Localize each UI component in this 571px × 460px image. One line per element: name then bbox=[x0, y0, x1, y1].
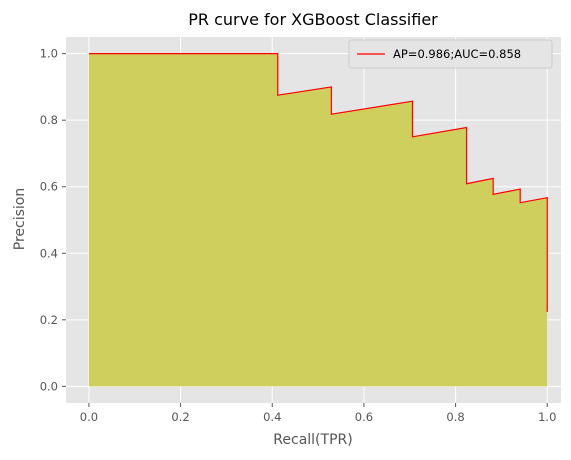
legend-entry: AP=0.986;AUC=0.858 bbox=[393, 47, 521, 61]
y-axis-label: Precision bbox=[12, 188, 28, 250]
x-tick-label: 0.2 bbox=[171, 410, 189, 424]
chart-title: PR curve for XGBoost Classifier bbox=[188, 10, 438, 29]
x-tick-label: 0.0 bbox=[80, 410, 98, 424]
x-axis-label: Recall(TPR) bbox=[273, 432, 352, 448]
x-axis-ticks: 0.0 0.2 0.4 0.6 0.8 1.0 bbox=[80, 403, 556, 424]
y-tick-label: 0.8 bbox=[40, 113, 58, 127]
y-axis-ticks: 0.0 0.2 0.4 0.6 0.8 1.0 bbox=[40, 47, 66, 393]
y-tick-label: 1.0 bbox=[40, 47, 58, 61]
legend-box bbox=[348, 39, 553, 69]
y-tick-label: 0.2 bbox=[40, 313, 58, 327]
y-tick-label: 0.4 bbox=[40, 246, 58, 260]
legend: AP=0.986;AUC=0.858 bbox=[348, 39, 553, 69]
pr-curve-line bbox=[88, 53, 548, 312]
x-tick-label: 0.4 bbox=[263, 410, 281, 424]
x-tick-label: 0.6 bbox=[355, 410, 373, 424]
x-tick-label: 1.0 bbox=[538, 410, 556, 424]
area-layer bbox=[88, 53, 548, 387]
x-tick-label: 0.8 bbox=[446, 410, 464, 424]
y-tick-label: 0.0 bbox=[40, 379, 58, 393]
pr-area-fill bbox=[88, 53, 548, 387]
y-tick-label: 0.6 bbox=[40, 180, 58, 194]
